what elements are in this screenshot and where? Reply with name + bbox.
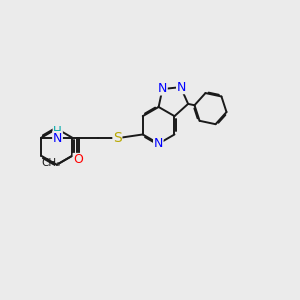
- Text: N: N: [158, 82, 167, 95]
- Text: CH₃: CH₃: [41, 158, 60, 168]
- Text: N: N: [177, 81, 186, 94]
- Text: N: N: [53, 132, 62, 145]
- Text: N: N: [154, 137, 163, 150]
- Text: S: S: [113, 131, 122, 145]
- Text: O: O: [73, 154, 83, 166]
- Text: H: H: [53, 125, 62, 138]
